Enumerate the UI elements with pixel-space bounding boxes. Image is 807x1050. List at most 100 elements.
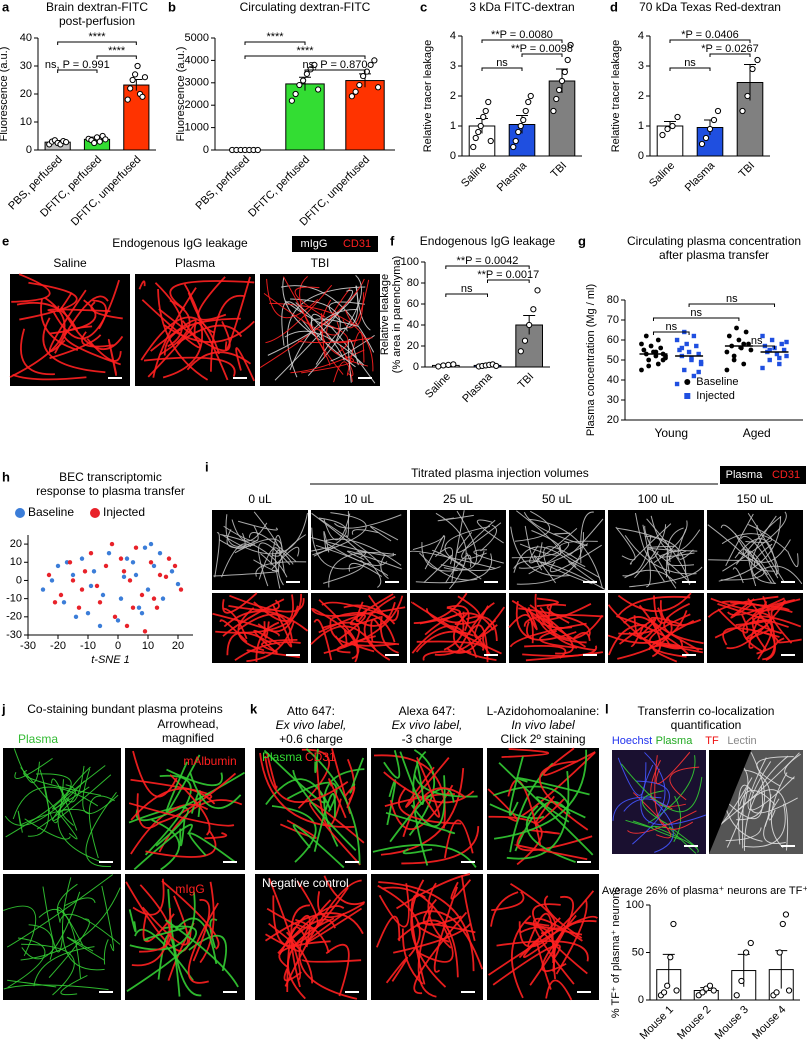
- panel-letter: i: [205, 459, 209, 474]
- y-axis-label: Relative tracer leakage: [610, 40, 622, 153]
- data-point: [148, 541, 154, 547]
- y-tick-label: 4: [638, 30, 644, 42]
- bracket-label: ns: [726, 293, 738, 305]
- data-point: [142, 629, 148, 634]
- bracket: [652, 317, 740, 321]
- vessel: [402, 848, 433, 855]
- column-label: TBI: [311, 256, 330, 270]
- data-point: [482, 107, 489, 115]
- vessel: [268, 877, 302, 981]
- data-point: [749, 65, 756, 73]
- data-point: [714, 107, 722, 115]
- vessel: [265, 284, 333, 344]
- vessel: [7, 937, 46, 988]
- y-tick-label: 40: [407, 319, 419, 331]
- vessel: [518, 607, 591, 638]
- vessel: [192, 899, 211, 962]
- vessel: [370, 526, 399, 542]
- bracket-label: **P = 0.0080: [491, 29, 553, 41]
- vessel: [278, 914, 311, 956]
- vessel: [187, 902, 219, 984]
- vessel: [756, 631, 779, 655]
- vessel: [385, 811, 455, 835]
- vessel: [344, 786, 356, 809]
- vessel: [222, 592, 258, 614]
- vessel: [372, 843, 477, 868]
- data-point: [689, 355, 694, 361]
- column-label: Saline: [53, 256, 87, 270]
- vessel: [401, 826, 480, 865]
- vessel: [218, 533, 246, 550]
- data-point: [91, 569, 97, 574]
- vessel: [740, 535, 779, 579]
- vessel: [668, 826, 698, 854]
- vessel: [747, 550, 776, 587]
- vessel: [516, 777, 590, 796]
- vessel: [88, 795, 115, 859]
- data-point: [70, 572, 76, 578]
- y-tick-label: 10: [20, 116, 32, 128]
- data-point: [739, 107, 746, 115]
- vessel: [16, 301, 79, 332]
- vessel: [199, 881, 215, 964]
- vessel: [412, 750, 429, 866]
- vessel: [11, 273, 51, 303]
- vessel: [28, 924, 54, 960]
- vessel: [311, 512, 382, 588]
- vessel: [33, 946, 95, 987]
- bracket-label: ****: [296, 45, 314, 57]
- data-point: [510, 143, 517, 151]
- vessel: [309, 801, 365, 866]
- data-point: [773, 989, 780, 996]
- data-point: [94, 583, 100, 589]
- vessel: [138, 280, 146, 290]
- y-tick-label: 3: [450, 60, 456, 72]
- vessel: [163, 320, 255, 343]
- vessel: [489, 803, 545, 820]
- y-tick-label: 100: [401, 256, 419, 268]
- vessel: [443, 819, 474, 859]
- vessel: [220, 533, 288, 578]
- annotation: Average 26% of plasma⁺ neurons are TF⁺: [602, 885, 807, 897]
- vessel: [487, 788, 518, 822]
- vessel: [734, 538, 778, 575]
- column-label: -3 charge: [402, 732, 453, 746]
- x-tick-label: Saline: [459, 160, 489, 190]
- vessel: [520, 751, 596, 817]
- vessel: [274, 550, 294, 589]
- vessel: [307, 274, 362, 377]
- data-point: [525, 98, 532, 106]
- data-point: [522, 107, 529, 115]
- vessel: [7, 979, 57, 988]
- panel-letter: g: [578, 233, 586, 248]
- data-point: [367, 61, 374, 68]
- vessel: [284, 330, 365, 366]
- vessel: [145, 830, 217, 858]
- vessel: [410, 775, 446, 828]
- vessel: [271, 546, 300, 570]
- vessel: [128, 909, 137, 933]
- vessel: [214, 532, 220, 578]
- vessel: [347, 339, 359, 383]
- y-tick-label: -20: [6, 611, 22, 623]
- vessel: [287, 917, 335, 1000]
- dark-region: [709, 750, 752, 854]
- data-point: [296, 81, 303, 89]
- x-tick-label: Mouse 2: [675, 1004, 713, 1042]
- data-point: [658, 345, 664, 351]
- vessel: [57, 907, 84, 946]
- vessel: [222, 598, 285, 637]
- data-point: [141, 74, 149, 81]
- vessel: [467, 624, 489, 663]
- vessel: [144, 774, 192, 856]
- vessel: [313, 793, 336, 852]
- vessel: [292, 824, 345, 869]
- data-point: [172, 563, 178, 569]
- y-tick-label: 80: [607, 294, 619, 306]
- data-point: [691, 373, 697, 379]
- data-point: [653, 349, 659, 355]
- vessel: [269, 302, 374, 372]
- vessel: [553, 532, 571, 535]
- vessel: [763, 798, 786, 844]
- vessel: [508, 614, 534, 644]
